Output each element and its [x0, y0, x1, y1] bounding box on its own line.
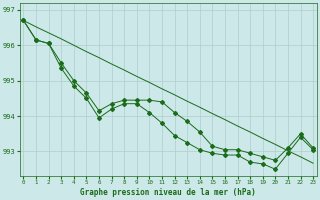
X-axis label: Graphe pression niveau de la mer (hPa): Graphe pression niveau de la mer (hPa)	[80, 188, 256, 197]
